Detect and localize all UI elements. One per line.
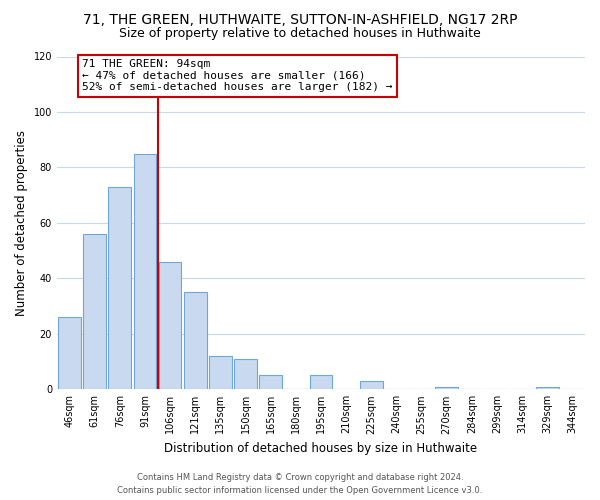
- Bar: [310, 376, 332, 390]
- Text: Size of property relative to detached houses in Huthwaite: Size of property relative to detached ho…: [119, 28, 481, 40]
- Bar: [436, 386, 458, 390]
- Bar: [83, 234, 106, 390]
- Bar: [209, 356, 232, 390]
- Bar: [109, 187, 131, 390]
- Bar: [134, 154, 156, 390]
- Bar: [58, 317, 81, 390]
- Text: Contains HM Land Registry data © Crown copyright and database right 2024.
Contai: Contains HM Land Registry data © Crown c…: [118, 473, 482, 495]
- Bar: [360, 381, 383, 390]
- Y-axis label: Number of detached properties: Number of detached properties: [15, 130, 28, 316]
- Bar: [259, 376, 282, 390]
- Text: 71 THE GREEN: 94sqm
← 47% of detached houses are smaller (166)
52% of semi-detac: 71 THE GREEN: 94sqm ← 47% of detached ho…: [82, 60, 392, 92]
- Bar: [536, 386, 559, 390]
- X-axis label: Distribution of detached houses by size in Huthwaite: Distribution of detached houses by size …: [164, 442, 478, 455]
- Bar: [184, 292, 206, 390]
- Bar: [234, 359, 257, 390]
- Text: 71, THE GREEN, HUTHWAITE, SUTTON-IN-ASHFIELD, NG17 2RP: 71, THE GREEN, HUTHWAITE, SUTTON-IN-ASHF…: [83, 12, 517, 26]
- Bar: [159, 262, 181, 390]
